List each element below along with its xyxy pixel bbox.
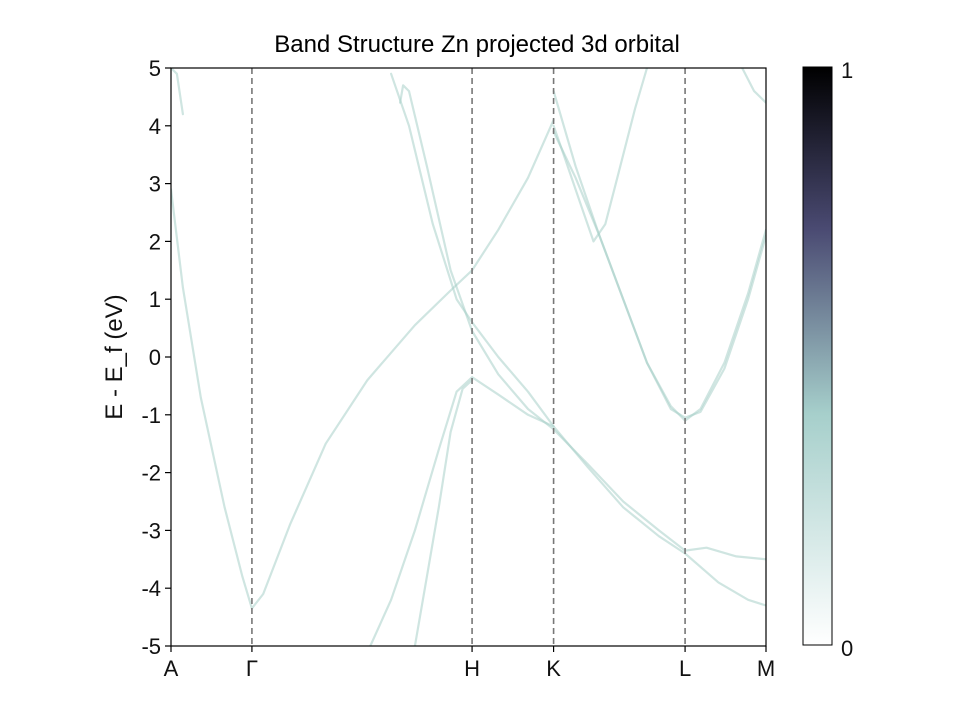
y-axis-label: E - E_f (eV) [101, 294, 128, 419]
x-tick-label: H [464, 656, 480, 681]
x-tick-label: K [546, 656, 561, 681]
band-line-2 [171, 68, 184, 116]
x-tick-label: A [164, 656, 179, 681]
x-tick-label: Γ [246, 656, 258, 681]
x-tick-label: M [757, 656, 775, 681]
y-tick-label: 4 [149, 114, 161, 139]
plot-frame [170, 67, 767, 647]
colorbar-min-label: 0 [841, 636, 853, 661]
x-tick-label: L [679, 656, 691, 681]
band-line-8 [552, 130, 766, 422]
y-tick-label: 1 [149, 287, 161, 312]
band-line-3 [399, 84, 766, 561]
band-line-10 [741, 68, 766, 104]
y-tick-label: -5 [141, 634, 161, 659]
colorbar [802, 66, 833, 646]
y-tick-label: 3 [149, 172, 161, 197]
band-line-6 [413, 379, 474, 646]
bands-layer [171, 68, 766, 646]
high-symmetry-lines [251, 68, 686, 646]
band-line-1 [171, 118, 555, 610]
y-axis: 5 4 3 2 1 0 -1 -2 -3 -4 -5 [141, 56, 171, 659]
y-tick-label: -4 [141, 576, 161, 601]
y-tick-label: -1 [141, 403, 161, 428]
band-line-5 [369, 376, 555, 646]
y-tick-label: -2 [141, 461, 161, 486]
chart-title: Band Structure Zn projected 3d orbital [274, 31, 680, 58]
y-tick-label: 0 [149, 345, 161, 370]
band-line-9 [552, 68, 649, 243]
colorbar-max-label: 1 [841, 58, 853, 83]
y-tick-label: 2 [149, 229, 161, 254]
band-line-4 [390, 72, 766, 607]
band-line-7 [552, 90, 766, 419]
y-tick-label: 5 [149, 56, 161, 81]
y-tick-label: -3 [141, 518, 161, 543]
